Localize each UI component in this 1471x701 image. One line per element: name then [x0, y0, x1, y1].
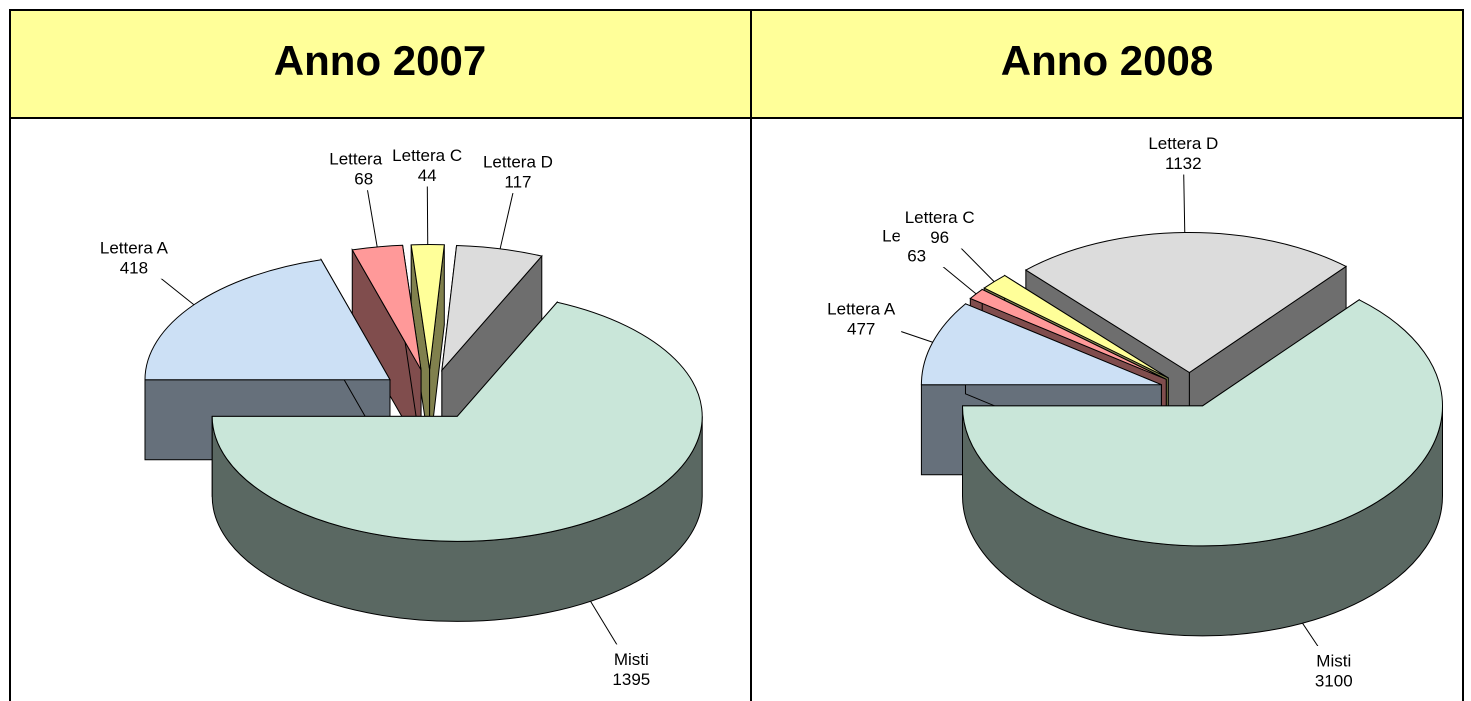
value-label: 63	[907, 247, 926, 266]
slice-top	[983, 274, 1169, 379]
value-label: 117	[504, 173, 531, 192]
category-label: Lettera D	[1148, 134, 1218, 153]
header-row	[10, 10, 1463, 118]
label-bg	[899, 202, 980, 249]
category-label: Lettera A	[100, 238, 169, 257]
label-bg	[821, 294, 902, 341]
pie-slice	[211, 300, 703, 622]
value-label: 3100	[1315, 671, 1353, 690]
pie-slice	[961, 298, 1443, 637]
label-bg	[477, 147, 558, 194]
label-bg	[591, 644, 672, 691]
category-label: Misti	[1316, 651, 1351, 670]
label-bg	[387, 140, 468, 187]
slice-top	[1024, 232, 1348, 374]
slice-top	[441, 244, 543, 372]
pie-slice	[351, 244, 422, 452]
value-label: 96	[930, 228, 949, 247]
value-label: 68	[354, 170, 373, 189]
value-label: 418	[120, 258, 148, 277]
chart-title: Anno 2007	[274, 37, 486, 84]
category-label: Lettera A	[827, 300, 896, 319]
label-bg	[93, 232, 174, 279]
category-label: Lettera B	[329, 150, 398, 169]
slice-top	[961, 299, 1443, 547]
slice-top	[211, 301, 703, 542]
table-border	[9, 9, 1464, 701]
slice-top	[144, 259, 391, 381]
value-label: 1395	[612, 670, 650, 689]
chart-title: Anno 2008	[1001, 37, 1213, 84]
value-label: 477	[847, 320, 875, 339]
value-label: 1132	[1165, 154, 1202, 173]
label-bg	[1143, 128, 1224, 175]
pie-slice	[441, 244, 543, 452]
label-bg	[1293, 646, 1374, 692]
category-label: Lettera C	[392, 146, 462, 165]
category-label: Lettera D	[483, 153, 553, 172]
category-label: Misti	[614, 650, 649, 669]
slice-top	[351, 244, 422, 371]
category-label: Lettera C	[905, 208, 975, 227]
value-label: 44	[418, 166, 437, 185]
